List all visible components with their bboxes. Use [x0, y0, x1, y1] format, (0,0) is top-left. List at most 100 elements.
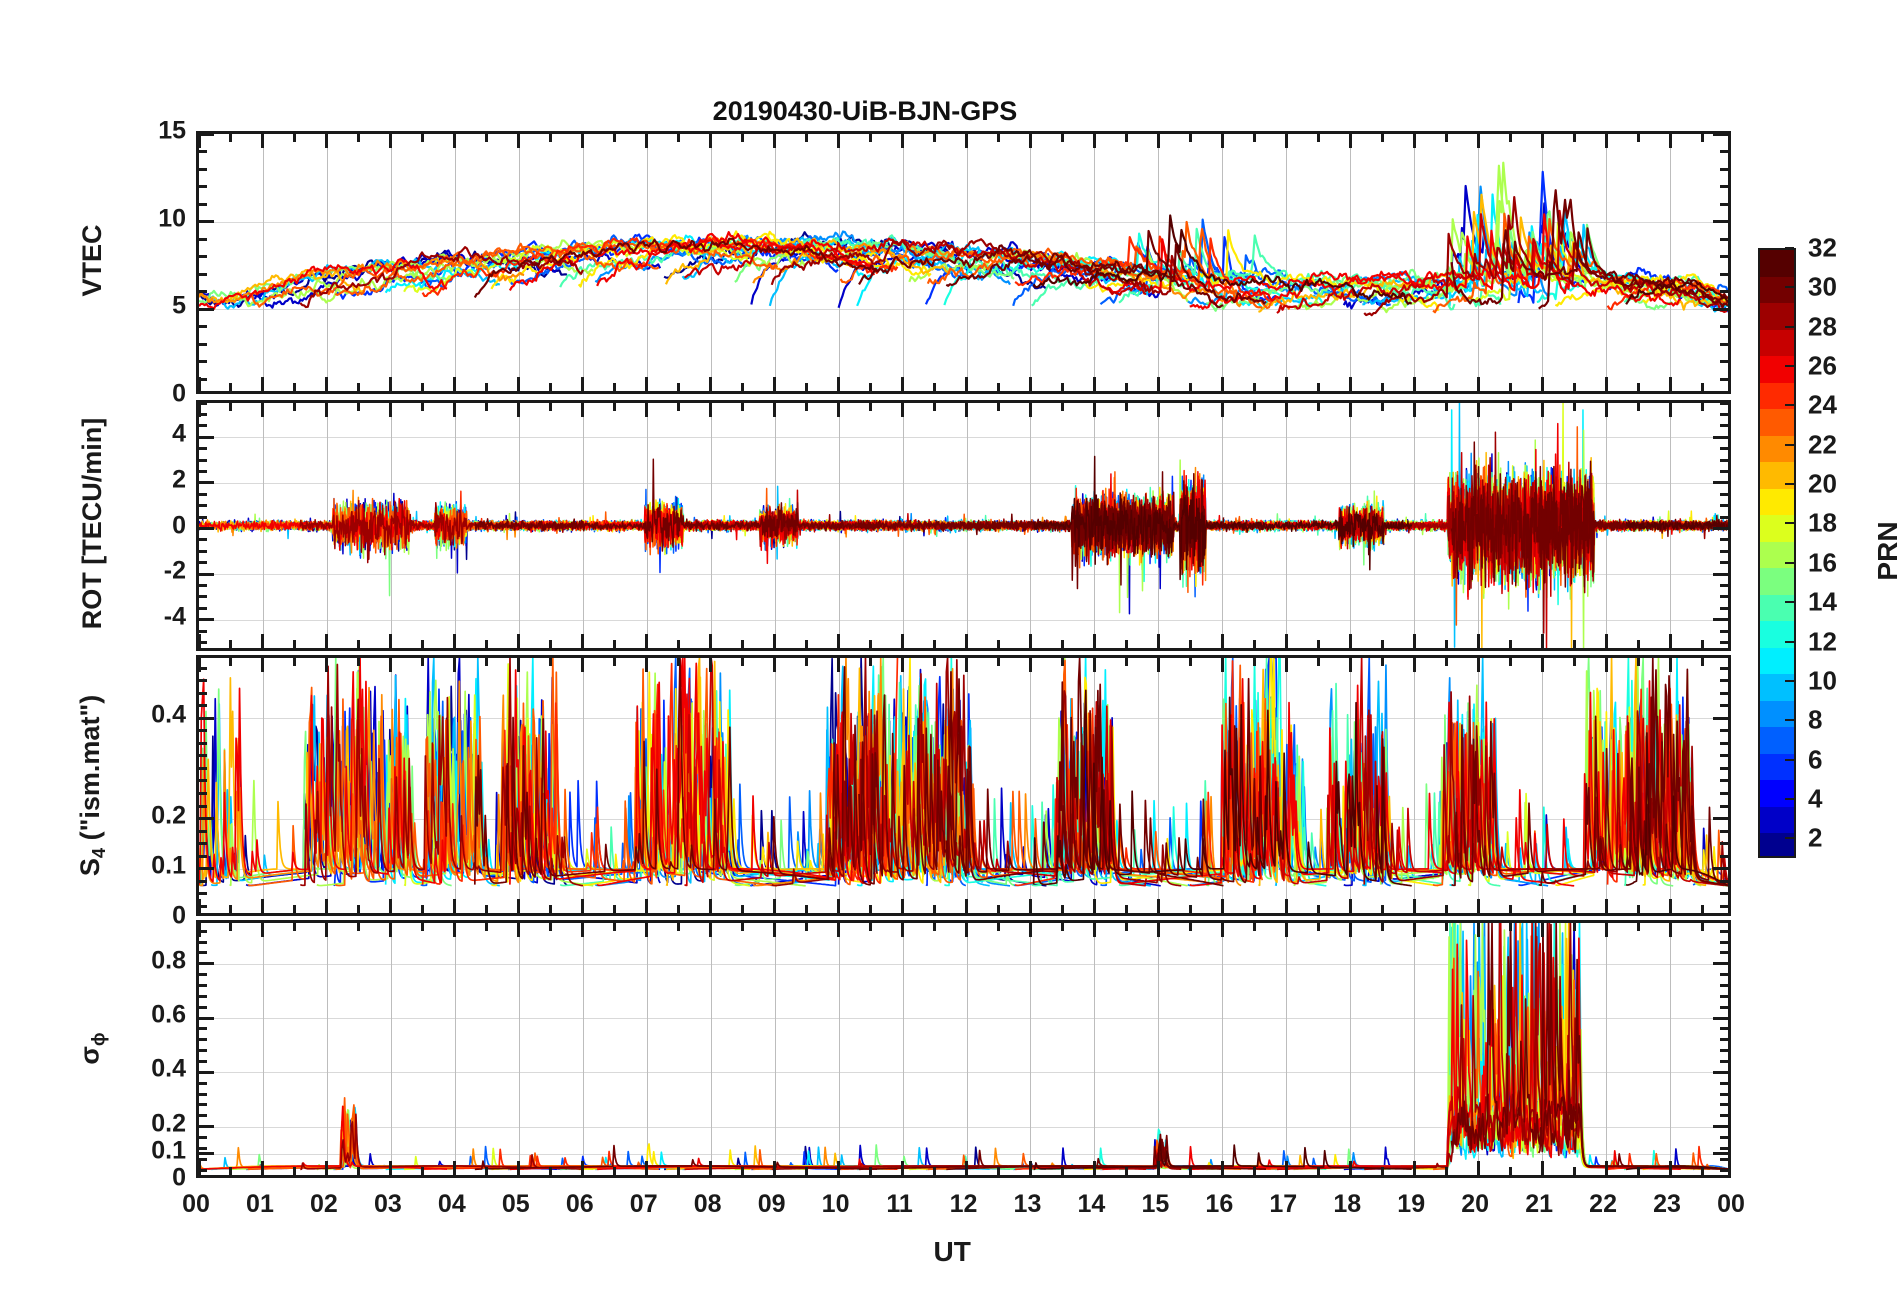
y-tickmark: [199, 307, 214, 311]
y-tickmark: [1713, 1016, 1728, 1020]
x-tickmark: [1092, 899, 1096, 913]
x-tickmark: [933, 383, 937, 391]
colorbar-tick-label: 20: [1808, 468, 1837, 499]
x-tickmark: [1668, 377, 1672, 391]
colorbar-segment: [1760, 621, 1794, 649]
x-tickmark: [933, 923, 937, 931]
x-tickmark: [293, 923, 297, 931]
x-tickmark: [357, 658, 361, 666]
x-tickmark: [965, 658, 968, 672]
x-tickmark: [1476, 377, 1480, 391]
colorbar-segment: [1760, 435, 1794, 463]
x-tickmark: [1700, 905, 1704, 913]
colorbar-tickmark: [1785, 286, 1794, 289]
colorbar-tick-label: 32: [1808, 232, 1837, 263]
x-tickmark: [549, 383, 553, 391]
x-tickmark: [549, 905, 553, 913]
x-tickmark: [1572, 658, 1576, 666]
x-tickmark: [805, 403, 809, 411]
y-tickmark: [199, 854, 207, 858]
x-tickmark: [1156, 1161, 1160, 1175]
y-tickmark: [1713, 618, 1728, 622]
x-tickmark: [1252, 923, 1256, 931]
x-tickmark: [1444, 905, 1448, 913]
y-tickmark: [1720, 1103, 1728, 1107]
x-tickmark: [1284, 377, 1288, 391]
colorbar-tick-label: 24: [1808, 389, 1837, 420]
x-tickmark: [229, 658, 233, 666]
colorbar-tickmark: [1785, 325, 1794, 328]
x-tickmark: [996, 640, 1000, 648]
colorbar-segment: [1760, 329, 1794, 357]
x-tickmark: [677, 658, 681, 666]
y-tickmark: [1713, 481, 1728, 485]
x-tickmark: [709, 134, 713, 148]
series-prn-32: [1625, 279, 1728, 305]
x-tickmark: [1572, 403, 1576, 411]
x-tickmark: [773, 134, 777, 148]
x-tickmark: [901, 377, 905, 391]
colorbar-tickmark: [1785, 247, 1794, 249]
y-tickmark: [199, 377, 207, 381]
colorbar-tick-label: 30: [1808, 271, 1837, 302]
y-tickmark: [199, 1114, 207, 1118]
x-tickmark: [1636, 403, 1640, 411]
x-tickmark: [261, 377, 265, 391]
x-tickmark: [1252, 640, 1256, 648]
x-tickmark: [421, 905, 425, 913]
y-tickmark: [199, 741, 207, 745]
y-tickmark: [199, 584, 207, 588]
y-tickmark: [1720, 492, 1728, 496]
x-tickmark: [517, 134, 521, 148]
y-tickmark: [1720, 606, 1728, 610]
x-tickmark: [1604, 658, 1608, 672]
y-tickmark: [199, 492, 207, 496]
y-tickmark: [199, 1016, 214, 1020]
x-tickmark: [261, 1161, 265, 1175]
x-tickmark: [1572, 640, 1576, 648]
series-prn-29: [299, 658, 584, 887]
x-tickmark: [1700, 923, 1704, 931]
y-tickmark: [199, 527, 214, 530]
x-tickmark: [996, 923, 1000, 931]
x-tickmark: [613, 905, 617, 913]
x-tickmark: [549, 1167, 553, 1175]
x-tickmark: [1636, 658, 1640, 666]
x-tickmark: [1700, 403, 1704, 411]
x-tickmark: [805, 1167, 809, 1175]
y-tickmark: [1720, 766, 1728, 770]
x-tickmark: [645, 1161, 649, 1175]
x-tickmark: [1412, 899, 1416, 913]
y-tick-label: 0.2: [151, 1109, 186, 1138]
y-tickmark: [199, 481, 214, 485]
y-tickmark: [1720, 1027, 1728, 1031]
colorbar-tick-label: 18: [1808, 507, 1837, 538]
y-tickmark: [1720, 150, 1728, 154]
x-tickmark: [1508, 905, 1512, 913]
x-tickmark: [517, 1161, 521, 1175]
x-tickmark: [869, 383, 873, 391]
x-tickmark: [1124, 658, 1128, 666]
x-tickmark: [677, 403, 681, 411]
y-tickmark: [199, 134, 214, 136]
series-prn-15: [199, 499, 453, 597]
y-tickmark: [199, 641, 207, 645]
x-tickmark: [453, 403, 457, 417]
series-prn-31: [1538, 668, 1728, 887]
y-tickmark: [1720, 272, 1728, 276]
colorbar-tick-label: 26: [1808, 350, 1837, 381]
colorbar-tickmark: [1785, 837, 1794, 840]
x-tickmark: [1028, 1161, 1032, 1175]
y-tickmark: [199, 618, 214, 622]
x-tickmark: [389, 134, 393, 148]
series-prn-24: [335, 1097, 778, 1171]
series-prn-32: [1625, 1165, 1728, 1171]
x-tickmark: [965, 377, 968, 391]
x-tickmark: [1444, 403, 1448, 411]
x-tickmark: [293, 905, 297, 913]
y-tickmark: [1720, 741, 1728, 745]
y-tickmark: [1720, 412, 1728, 416]
x-tickmark: [199, 134, 201, 148]
y-tickmark: [199, 1060, 207, 1063]
